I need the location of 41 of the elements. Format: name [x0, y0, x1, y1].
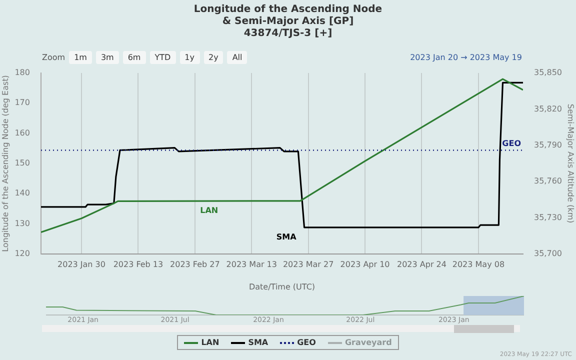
x-tick-label: 2023 Feb 27 — [170, 260, 220, 269]
x-tick-label: 2023 Feb 13 — [113, 260, 164, 269]
y2-tick-label: 35,790 — [534, 140, 562, 150]
x-tick-label: 2023 May 08 — [452, 260, 505, 269]
y2-tick-label: 35,730 — [534, 212, 562, 222]
text: SMA — [276, 232, 296, 242]
x-tick-label: 2023 Apr 10 — [340, 260, 390, 269]
legend-label: SMA — [248, 338, 268, 347]
chart-title: Longitude of the Ascending Node & Semi-Major Axis [GP] 43874/TJS-3 [+] — [192, 4, 384, 40]
y-tick-label: 160 — [14, 128, 30, 138]
y2-axis-title: Semi-Major Axis Altitude (km) — [566, 104, 576, 224]
y-tick-label: 170 — [14, 98, 30, 108]
y2-tick-label: 35,760 — [534, 176, 562, 186]
text: 2023 Jan 20 → 2023 May 19 — [410, 53, 522, 62]
x-tick-label: 2023 Jan 30 — [58, 260, 106, 269]
text: 2y — [204, 51, 224, 64]
x-tick-label: 2023 Mar 27 — [282, 260, 334, 269]
x-tick-label: 2023 Mar 13 — [226, 260, 277, 269]
y-axis-title: Longitude of the Ascending Node (deg East) — [0, 75, 10, 252]
text: GEO — [297, 338, 316, 347]
x-axis-title: Date/Time (UTC) — [248, 282, 316, 292]
text: Zoom — [42, 53, 66, 62]
y-tick-label: 180 — [14, 68, 30, 78]
y2-tick-label: 35,700 — [534, 249, 562, 258]
x-tick-label: 2023 Apr 24 — [397, 260, 446, 269]
text: LAN — [200, 206, 218, 216]
text: All — [227, 51, 248, 64]
text: Graveyard — [344, 338, 392, 347]
y-tick-label: 150 — [14, 158, 30, 168]
text: 6m — [122, 51, 146, 64]
ref-line-label: GEO — [502, 139, 522, 148]
text: YTD — [150, 51, 176, 64]
y-tick-label: 120 — [14, 249, 30, 258]
y-tick-label: 130 — [14, 218, 30, 228]
y2-tick-label: 35,850 — [534, 68, 562, 78]
y-tick-label: 140 — [14, 188, 30, 198]
text: 1m — [69, 51, 92, 64]
y2-tick-label: 35,820 — [534, 104, 562, 114]
legend-label: LAN — [201, 338, 220, 347]
text: 3m — [96, 51, 119, 64]
text: 1y — [180, 51, 200, 64]
